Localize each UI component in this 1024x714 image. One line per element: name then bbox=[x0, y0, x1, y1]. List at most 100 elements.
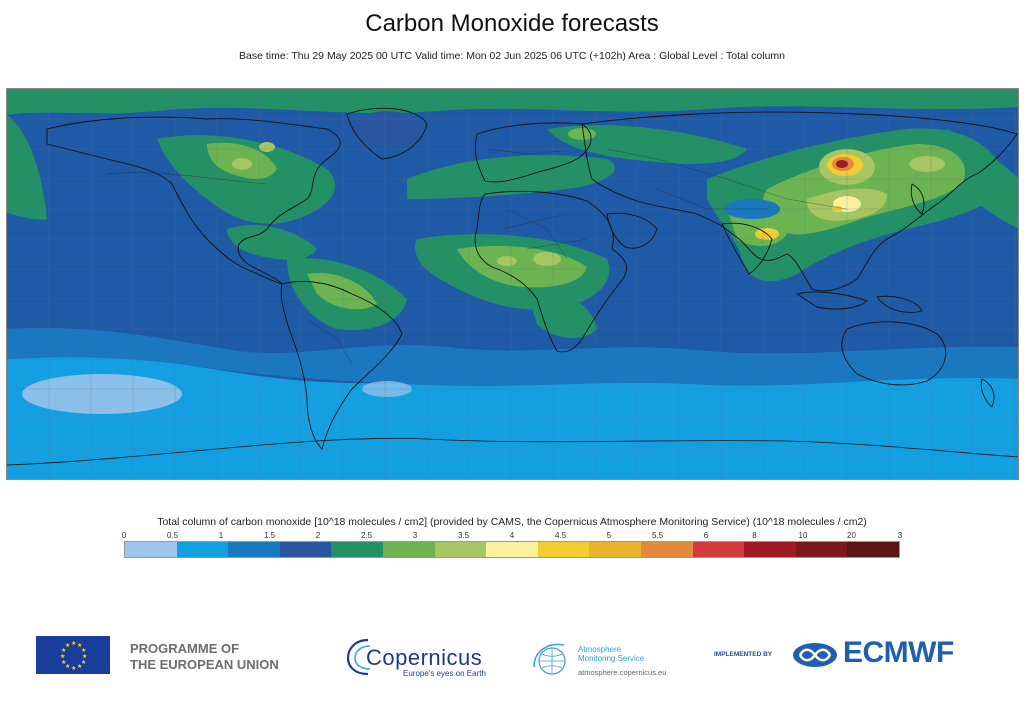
borders bbox=[106, 148, 848, 365]
colorbar-cell bbox=[125, 542, 177, 557]
arctic-elevated-band bbox=[7, 89, 1018, 115]
world-map bbox=[6, 88, 1019, 480]
south-america-coast bbox=[280, 281, 403, 450]
svg-text:★: ★ bbox=[71, 665, 76, 672]
svg-text:★: ★ bbox=[71, 640, 76, 647]
indonesia-coast bbox=[796, 291, 923, 313]
colorbar-tick-label: 3.5 bbox=[457, 531, 470, 540]
africa-hotspot bbox=[533, 252, 561, 266]
eu-programme-text: PROGRAMME OF THE EUROPEAN UNION bbox=[130, 641, 279, 673]
colorbar-cell bbox=[589, 542, 641, 557]
svg-text:★: ★ bbox=[61, 659, 66, 666]
antarctica-outline bbox=[7, 437, 1018, 466]
ams-name: Atmosphere Monitoring Service bbox=[578, 645, 644, 663]
colorbar-cell bbox=[795, 542, 848, 557]
colorbar-tick-label: 6 bbox=[703, 531, 709, 540]
colorbar-tick-label: 8 bbox=[752, 531, 757, 540]
colorbar-cell bbox=[486, 542, 538, 557]
legend-ticks: 0 0.5 1 1.5 2 2.5 3 3.5 4 4.5 5 5.5 6 8 10 20 3 bbox=[121, 531, 903, 543]
japan-coast bbox=[910, 183, 925, 215]
north-america-hotspot bbox=[232, 158, 252, 170]
svg-text:★: ★ bbox=[60, 653, 65, 660]
colorbar-cell bbox=[640, 542, 693, 557]
arabia-coast bbox=[606, 212, 658, 249]
eu-line-1: PROGRAMME OF bbox=[130, 641, 240, 656]
chart-title: Carbon Monoxide forecasts bbox=[365, 10, 659, 37]
colorbar-tick-label: 3 bbox=[897, 531, 903, 540]
russia-plume bbox=[547, 125, 747, 164]
ecmwf-word: ECMWF bbox=[843, 636, 954, 669]
ams-line-1: Atmosphere bbox=[578, 645, 622, 654]
svg-text:★: ★ bbox=[65, 642, 70, 649]
colorbar-cell bbox=[228, 542, 280, 557]
colorbar-cell bbox=[537, 542, 590, 557]
colorbar-tick-label: 2 bbox=[315, 531, 321, 540]
greenland-coast bbox=[346, 107, 428, 160]
colorbar-cell bbox=[692, 542, 745, 557]
ams-globe-icon bbox=[528, 637, 572, 677]
svg-text:★: ★ bbox=[82, 653, 87, 660]
colorbar-tick-label: 5 bbox=[606, 531, 612, 540]
australia-coast bbox=[841, 321, 947, 386]
ams-url: atmosphere.copernicus.eu bbox=[578, 668, 667, 677]
copernicus-logo-icon bbox=[344, 632, 494, 680]
colorbar-cell bbox=[744, 542, 796, 557]
colorbar-cell bbox=[382, 542, 435, 557]
colorbar-tick-label: 10 bbox=[798, 531, 808, 540]
north-pacific-green bbox=[7, 115, 47, 220]
pacific-light-patch bbox=[22, 374, 182, 414]
svg-text:★: ★ bbox=[61, 647, 66, 654]
colorbar-tick-label: 1.5 bbox=[263, 531, 276, 540]
copernicus-word: Copernicus bbox=[366, 645, 483, 670]
footer-logos: ★ ★ ★ ★ ★ ★ ★ ★ ★ ★ ★ ★ PROGRAMME OF THE EUROPEA… bbox=[0, 630, 1024, 680]
colorbar-tick-label: 4.5 bbox=[554, 531, 567, 540]
north-america-plume bbox=[157, 135, 336, 224]
coastlines bbox=[46, 107, 1018, 450]
co-field-map bbox=[7, 89, 1018, 479]
europe-coast bbox=[474, 122, 592, 183]
greenland-low bbox=[352, 111, 422, 147]
colorbar-tick-label: 1 bbox=[218, 531, 224, 540]
colorbar-cell bbox=[279, 542, 332, 557]
colorbar bbox=[124, 541, 900, 558]
svg-text:★: ★ bbox=[81, 647, 86, 654]
asia-coast bbox=[581, 111, 1018, 292]
colorbar-tick-label: 0 bbox=[121, 531, 127, 540]
siberia-fire-core bbox=[836, 160, 848, 168]
southern-africa-plume bbox=[527, 293, 597, 339]
colorbar-tick-label: 2.5 bbox=[360, 531, 373, 540]
colorbar-cell bbox=[434, 542, 487, 557]
north-america-coast bbox=[46, 116, 341, 285]
colorbar-tick-label: 20 bbox=[847, 531, 856, 540]
ecmwf-logo-icon bbox=[792, 642, 838, 668]
ams-line-2: Monitoring Service bbox=[578, 654, 645, 663]
north-america-hotspot-2 bbox=[259, 142, 275, 152]
legend-title: Total column of carbon monoxide [10^18 m… bbox=[157, 516, 867, 528]
svg-text:★: ★ bbox=[77, 663, 82, 670]
svg-text:★: ★ bbox=[65, 663, 70, 670]
colorbar-tick-label: 5.5 bbox=[651, 531, 664, 540]
eu-flag-icon: ★ ★ ★ ★ ★ ★ ★ ★ ★ ★ ★ ★ bbox=[36, 636, 110, 674]
scandinavia-hotspot bbox=[568, 128, 596, 140]
colorbar-cell bbox=[847, 542, 899, 557]
new-zealand-coast bbox=[980, 378, 995, 408]
africa-hotspot-2 bbox=[497, 256, 517, 266]
caribbean-plume bbox=[227, 225, 317, 260]
southern-mid-region bbox=[7, 327, 1018, 386]
south-america-core bbox=[307, 273, 377, 310]
eu-line-2: THE EUROPEAN UNION bbox=[130, 657, 279, 672]
colorbar-tick-label: 3 bbox=[412, 531, 418, 540]
svg-text:★: ★ bbox=[77, 642, 82, 649]
kamchatka-hotspot bbox=[909, 156, 945, 172]
colorbar-cell bbox=[176, 542, 229, 557]
forecast-subtitle: Base time: Thu 29 May 2025 00 UTC Valid … bbox=[239, 50, 785, 62]
copernicus-tagline: Europe's eyes on Earth bbox=[403, 669, 486, 678]
africa-coast bbox=[474, 190, 627, 353]
colorbar-cell bbox=[331, 542, 383, 557]
india-coast bbox=[721, 222, 773, 275]
colorbar-tick-label: 0.5 bbox=[166, 531, 179, 540]
implemented-by-label: IMPLEMENTED BY bbox=[714, 651, 773, 658]
svg-text:★: ★ bbox=[81, 659, 86, 666]
colorbar-tick-label: 4 bbox=[509, 531, 515, 540]
antarctic-band bbox=[7, 441, 1018, 479]
